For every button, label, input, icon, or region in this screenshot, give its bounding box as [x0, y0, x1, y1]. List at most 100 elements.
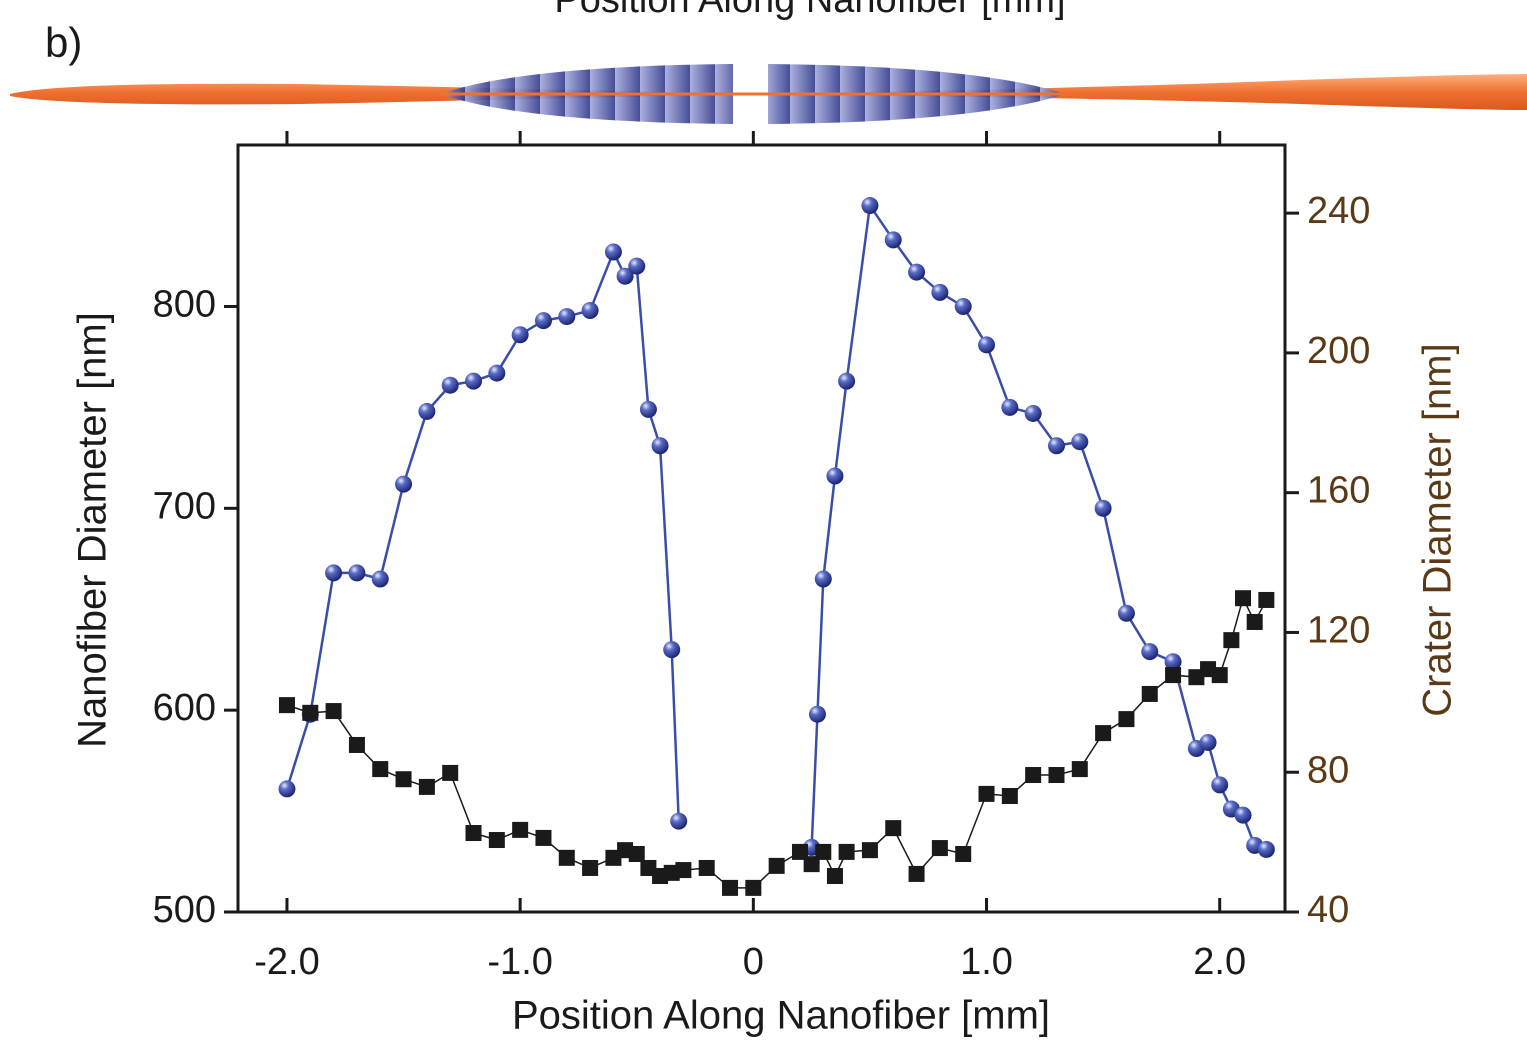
square-marker: [815, 843, 832, 860]
square-marker: [826, 868, 843, 885]
cropped-top-label: Position Along Nanofiber [mm]: [554, 0, 1065, 21]
sphere-marker: [278, 780, 296, 798]
x-axis-label: Position Along Nanofiber [mm]: [512, 994, 1050, 1038]
plot-frame: [236, 143, 1287, 914]
square-marker: [1048, 767, 1065, 784]
sphere-marker: [558, 308, 576, 326]
square-marker: [745, 879, 762, 896]
square-marker: [908, 865, 925, 882]
x-tick-label: 2.0: [1193, 941, 1246, 983]
sphere-marker: [1117, 604, 1135, 622]
sphere-marker: [348, 564, 366, 582]
sphere-marker: [954, 297, 972, 315]
square-marker: [803, 856, 820, 873]
fiber: [10, 74, 1527, 110]
y2-tick-label: 240: [1307, 190, 1370, 232]
sphere-marker: [908, 263, 926, 281]
square-marker: [512, 821, 529, 838]
square-marker: [1211, 667, 1228, 684]
y2-tick-label: 120: [1307, 609, 1370, 651]
x-tick-label: 1.0: [960, 941, 1013, 983]
sphere-marker: [1001, 398, 1019, 416]
sphere-marker: [325, 564, 343, 582]
sphere-marker: [616, 267, 634, 285]
y2-tick-label: 80: [1307, 749, 1349, 791]
sphere-marker: [371, 570, 389, 588]
square-marker: [791, 843, 808, 860]
sphere-marker: [838, 372, 856, 390]
sphere-marker: [651, 437, 669, 455]
sphere-marker: [1141, 643, 1159, 661]
sphere-marker: [418, 402, 436, 420]
square-marker: [1141, 685, 1158, 702]
series-line: [286, 596, 1268, 889]
y-tick-label: 700: [153, 485, 216, 527]
sphere-marker: [511, 326, 529, 344]
y-tick-label: 500: [153, 889, 216, 931]
square-marker: [442, 764, 459, 781]
sphere-marker: [663, 641, 681, 659]
square-marker: [675, 862, 692, 879]
sphere-marker: [826, 467, 844, 485]
square-marker: [465, 825, 482, 842]
sphere-marker: [670, 812, 688, 830]
sphere-marker: [1071, 433, 1089, 451]
square-marker: [302, 704, 319, 721]
sphere-marker: [465, 372, 483, 390]
sphere-marker: [441, 376, 459, 394]
square-marker: [628, 845, 645, 862]
panel-label: b): [45, 19, 82, 66]
square-marker: [1071, 761, 1088, 778]
square-marker: [558, 849, 575, 866]
sphere-marker: [814, 570, 832, 588]
x-tick-label: -2.0: [254, 941, 319, 983]
square-marker: [1223, 632, 1240, 649]
sphere-marker: [581, 302, 599, 320]
square-marker: [1001, 787, 1018, 804]
series-line: [285, 248, 680, 822]
sphere-marker: [1257, 840, 1275, 858]
square-marker: [1235, 590, 1252, 607]
square-marker: [1118, 711, 1135, 728]
sphere-marker: [1024, 404, 1042, 422]
square-marker: [582, 859, 599, 876]
sphere-marker: [1234, 806, 1252, 824]
square-marker: [861, 842, 878, 859]
square-marker: [348, 736, 365, 753]
y2-tick-label: 40: [1307, 889, 1349, 931]
square-marker: [1165, 667, 1182, 684]
square-marker: [372, 761, 389, 778]
sphere-marker: [628, 257, 646, 275]
square-marker: [325, 703, 342, 720]
square-marker: [698, 859, 715, 876]
square-marker: [838, 843, 855, 860]
sphere-marker: [1199, 733, 1217, 751]
x-tick-label: 0: [743, 941, 764, 983]
sphere-marker: [978, 336, 996, 354]
fiber-illustration: [10, 64, 1527, 124]
square-marker: [931, 840, 948, 857]
square-marker: [1246, 613, 1263, 630]
sphere-marker: [1211, 776, 1229, 794]
sphere-marker: [861, 197, 879, 215]
sphere-marker: [604, 243, 622, 261]
square-marker: [885, 820, 902, 837]
sphere-marker: [488, 364, 506, 382]
square-marker: [535, 829, 552, 846]
square-marker: [395, 771, 412, 788]
square-marker: [978, 785, 995, 802]
sphere-marker: [931, 283, 949, 301]
square-marker: [1025, 767, 1042, 784]
square-marker: [278, 697, 295, 714]
square-marker: [722, 879, 739, 896]
y-tick-label: 600: [153, 687, 216, 729]
y-tick-label: 800: [153, 284, 216, 326]
sphere-marker: [534, 312, 552, 330]
square-marker: [418, 778, 435, 795]
sphere-marker: [808, 705, 826, 723]
square-marker: [955, 845, 972, 862]
x-tick-label: -1.0: [487, 941, 552, 983]
y2-tick-label: 200: [1307, 330, 1370, 372]
sphere-marker: [1164, 653, 1182, 671]
